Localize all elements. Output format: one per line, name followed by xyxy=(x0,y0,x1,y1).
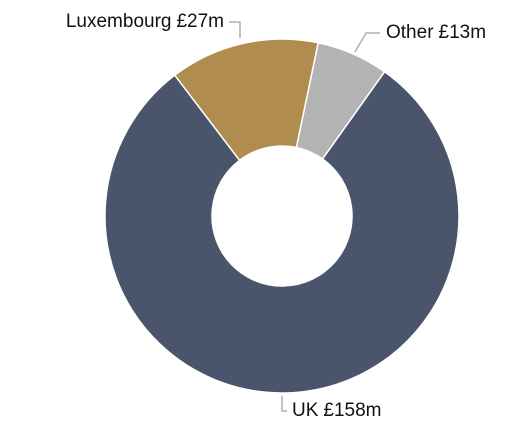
slice-value: £27m xyxy=(176,11,224,32)
donut-slice xyxy=(104,70,460,394)
leader-line xyxy=(229,21,241,38)
slice-label: Luxembourg £27m xyxy=(66,11,224,32)
leader-line xyxy=(354,32,380,53)
leader-line xyxy=(281,396,287,412)
slice-category: UK xyxy=(292,400,319,421)
slice-value: £158m xyxy=(323,400,381,421)
slice-label: UK £158m xyxy=(292,400,382,421)
slice-value: £13m xyxy=(439,22,487,43)
slice-category: Other xyxy=(386,22,434,43)
donut-slice xyxy=(173,38,320,162)
slice-category: Luxembourg xyxy=(66,11,172,32)
slice-label: Other £13m xyxy=(386,22,486,43)
